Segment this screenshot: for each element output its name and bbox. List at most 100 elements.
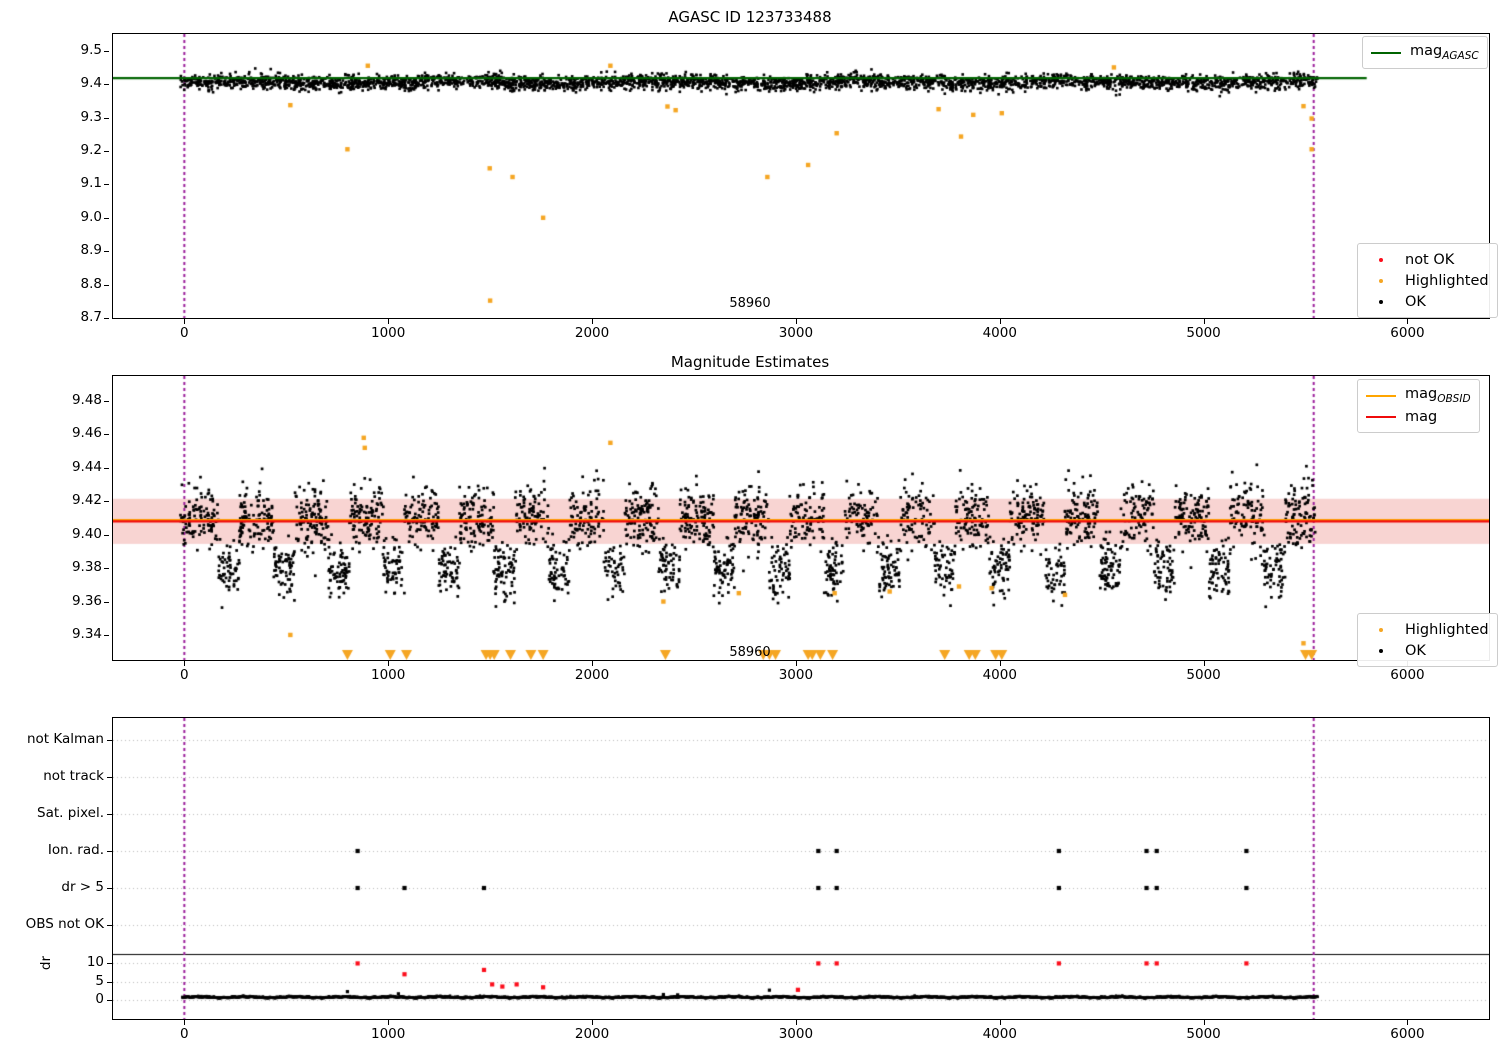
y-tick-label: 8.7 xyxy=(80,309,102,325)
legend-label-ok: OK xyxy=(1405,642,1426,659)
y-tick-mark xyxy=(104,634,109,636)
flag-row-label: OBS not OK xyxy=(25,916,104,932)
x-tick-mark xyxy=(795,661,797,666)
x-tick-mark xyxy=(592,319,594,324)
legend-sub-agasc: AGASC xyxy=(1442,49,1479,62)
dot-swatch-icon xyxy=(1366,278,1396,283)
y-tick-mark xyxy=(104,318,109,319)
y-tick-mark xyxy=(104,434,109,436)
y-tick-label: 8.8 xyxy=(80,275,102,292)
x-tick-mark xyxy=(1203,1020,1205,1025)
legend-label-mag-agasc: magAGASC xyxy=(1410,43,1479,62)
flags-and-dr-panel xyxy=(112,717,1490,1020)
magnitude-estimates-panel xyxy=(112,375,1490,661)
y-tick-mark xyxy=(104,401,109,403)
y-tick-mark xyxy=(104,251,109,253)
y-tick-label: 9.44 xyxy=(71,458,102,475)
line-swatch-icon xyxy=(1366,394,1396,397)
y-tick-label: 9.40 xyxy=(71,525,102,542)
x-tick-mark xyxy=(1203,661,1205,666)
x-tick-label: 3000 xyxy=(778,325,814,341)
y-tick-mark xyxy=(107,963,112,965)
y-tick-mark xyxy=(104,117,109,119)
magnitude-all-panel xyxy=(112,33,1490,319)
x-tick-mark xyxy=(388,319,390,324)
x-tick-mark xyxy=(592,1020,594,1025)
legend-label-ok: OK xyxy=(1405,293,1426,310)
line-swatch-icon xyxy=(1366,415,1396,418)
x-tick-label: 6000 xyxy=(1390,667,1425,683)
legend-label-mag: mag xyxy=(1405,408,1438,425)
magnitude-estimates-canvas xyxy=(113,376,1489,660)
legend-item-ok: OK xyxy=(1366,291,1489,312)
x-tick-label: 0 xyxy=(180,667,189,683)
x-tick-mark xyxy=(999,661,1001,666)
x-tick-mark xyxy=(592,661,594,666)
page-title: AGASC ID 123733488 xyxy=(668,8,832,26)
x-tick-label: 2000 xyxy=(574,667,610,683)
y-tick-label: 9.0 xyxy=(80,208,102,225)
y-tick-mark xyxy=(104,568,109,570)
y-tick-label: 9.48 xyxy=(71,392,102,409)
y-tick-mark xyxy=(104,501,109,503)
y-tick-mark xyxy=(104,150,109,152)
x-tick-label: 5000 xyxy=(1186,667,1221,683)
legend-item-highlighted: Highlighted xyxy=(1366,270,1489,291)
y-tick-mark xyxy=(104,184,109,186)
y-tick-mark xyxy=(104,217,109,219)
legend-point-types-top[interactable]: not OK Highlighted OK xyxy=(1357,243,1498,318)
y-tick-mark xyxy=(107,851,112,852)
y-tick-mark xyxy=(104,50,109,52)
x-tick-label: 3000 xyxy=(778,667,814,683)
y-tick-label: 9.36 xyxy=(71,592,102,609)
y-tick-label: 9.38 xyxy=(71,559,102,576)
legend-item-mag-obsid: magOBSID xyxy=(1366,385,1471,406)
dot-swatch-icon xyxy=(1366,627,1396,632)
legend-item-not-ok: not OK xyxy=(1366,249,1489,270)
y-tick-mark xyxy=(107,814,112,815)
dot-swatch-icon xyxy=(1366,648,1396,653)
x-tick-label: 6000 xyxy=(1390,1026,1425,1042)
y-tick-label: 9.4 xyxy=(80,75,102,92)
flag-row-label: Ion. rad. xyxy=(47,842,104,858)
x-tick-mark xyxy=(795,319,797,324)
legend-point-types-mid[interactable]: Highlighted OK xyxy=(1357,613,1498,667)
x-tick-label: 0 xyxy=(180,325,189,341)
y-tick-label: 9.3 xyxy=(80,108,102,125)
flag-row-label: dr > 5 xyxy=(61,879,104,895)
y-tick-mark xyxy=(104,601,109,603)
flag-row-label: not Kalman xyxy=(26,731,104,747)
y-tick-mark xyxy=(104,534,109,536)
x-tick-label: 4000 xyxy=(982,1026,1017,1042)
y-tick-label: 8.9 xyxy=(80,242,102,259)
legend-item-mag-agasc: magAGASC xyxy=(1371,42,1479,63)
x-tick-label: 5000 xyxy=(1186,1026,1221,1042)
legend-mag-lines[interactable]: magOBSID mag xyxy=(1357,379,1480,433)
x-tick-label: 0 xyxy=(180,1026,189,1042)
x-tick-label: 5000 xyxy=(1186,325,1221,341)
y-tick-label: 9.34 xyxy=(71,625,102,642)
legend-item-ok: OK xyxy=(1366,640,1489,661)
x-tick-mark xyxy=(184,319,186,324)
y-tick-mark xyxy=(104,284,109,286)
line-swatch-icon xyxy=(1371,51,1401,54)
x-tick-mark xyxy=(184,1020,186,1025)
x-tick-label: 4000 xyxy=(982,667,1017,683)
y-tick-mark xyxy=(107,981,112,983)
x-tick-label: 1000 xyxy=(371,1026,406,1042)
legend-label-not-ok: not OK xyxy=(1405,251,1455,268)
legend-mag-agasc[interactable]: magAGASC xyxy=(1362,36,1488,69)
legend-sub-obsid: OBSID xyxy=(1437,392,1471,405)
y-tick-mark xyxy=(104,467,109,469)
x-tick-mark xyxy=(184,661,186,666)
dr-tick-label: 10 xyxy=(86,954,104,971)
x-tick-label: 1000 xyxy=(371,667,406,683)
obsid-annotation-mid: 58960 xyxy=(729,645,771,660)
x-tick-label: 4000 xyxy=(982,325,1017,341)
y-tick-label: 9.42 xyxy=(71,492,102,509)
y-tick-label: 9.1 xyxy=(80,175,102,192)
flag-row-label: not track xyxy=(43,768,104,784)
legend-label-highlighted: Highlighted xyxy=(1405,621,1489,638)
y-tick-mark xyxy=(107,888,112,889)
y-tick-mark xyxy=(107,740,112,741)
